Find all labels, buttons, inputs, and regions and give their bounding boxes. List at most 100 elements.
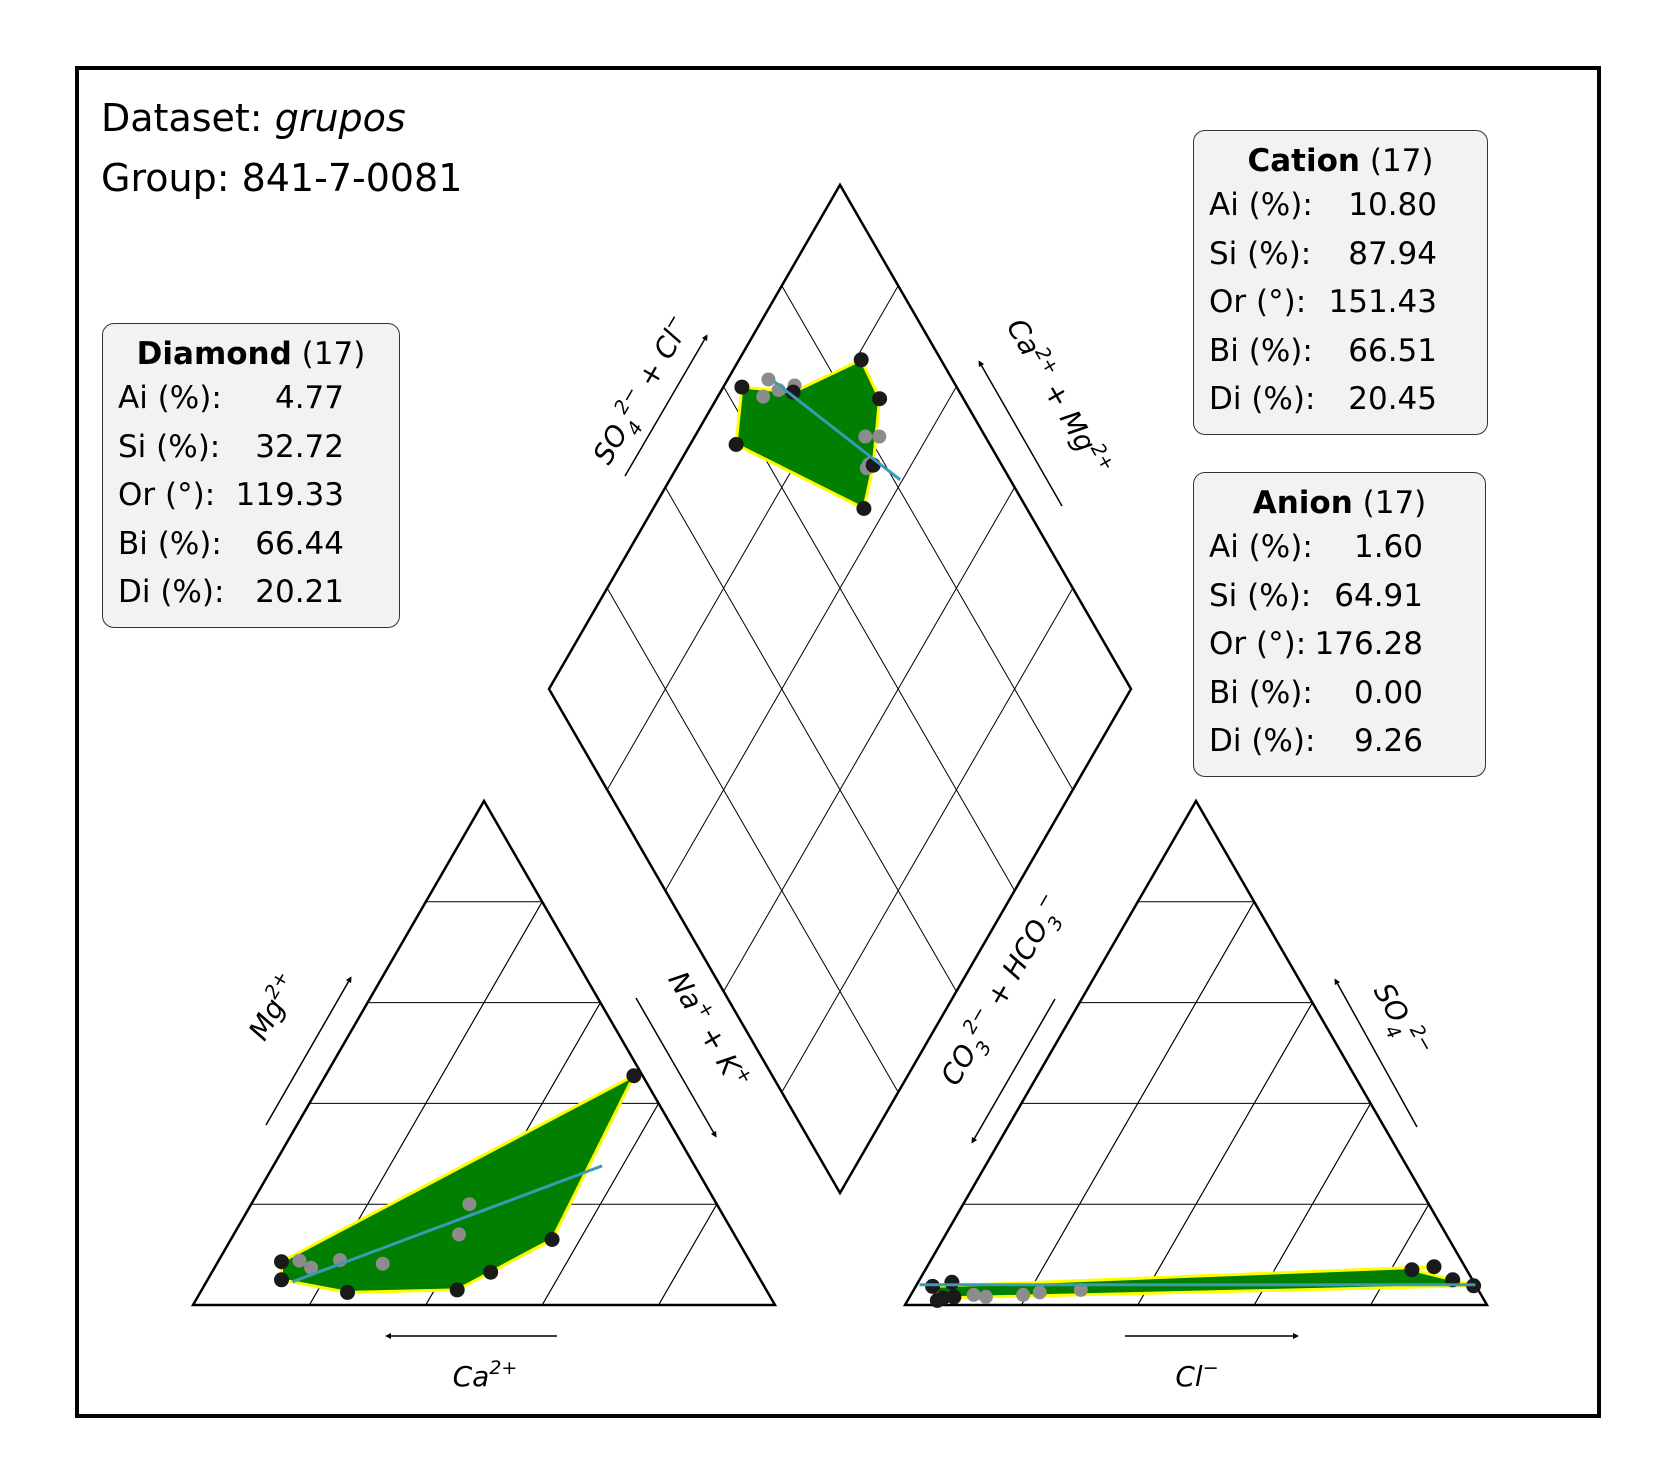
stat-row: Bi (%): 66.51 <box>1194 327 1487 376</box>
stat-row: Di (%): 9.26 <box>1194 717 1485 766</box>
axis-arrows <box>265 334 1418 1339</box>
stat-value: 4.77 <box>274 380 344 416</box>
stat-row: Or (°): 119.33 <box>103 471 399 520</box>
arrow-ca-mg <box>978 360 1063 507</box>
diamond-grid-line <box>781 587 1074 1093</box>
axis-label-anion-bottom: Cl− <box>1175 1357 1218 1393</box>
cation-interior-point <box>304 1260 319 1275</box>
diamond-stats-box: Diamond (17) Ai (%): 4.77 Si (%): 32.72 Or… <box>102 323 400 628</box>
stat-row: Or (°): 151.43 <box>1194 278 1487 327</box>
anion-grid-line <box>1020 901 1255 1306</box>
stat-value: 64.91 <box>1334 577 1423 614</box>
diamond-grid-line <box>781 285 1074 791</box>
anion-vertex-point <box>929 1293 945 1308</box>
diamond-vertex-point <box>856 501 872 516</box>
diamond-grid-line <box>723 386 1016 891</box>
arrow-so4 <box>1334 978 1418 1128</box>
diamond-outline <box>547 182 1133 1196</box>
anion-vertex-point <box>1426 1259 1442 1275</box>
cation-grid-line <box>658 1203 718 1306</box>
stat-value: 20.45 <box>1348 381 1437 417</box>
diamond-interior-point <box>761 372 776 387</box>
cation-triangle-outline <box>190 798 778 1307</box>
cation-interior-point <box>292 1253 307 1268</box>
stat-label: Or (°): <box>1209 626 1307 662</box>
axis-label-diamond-left: SO42− + Cl− <box>584 309 704 473</box>
axis-label-diamond-right: Ca2+ + Mg2+ <box>1000 311 1119 481</box>
dataset-title: Dataset: grupos <box>101 88 462 148</box>
axis-label-cation-right: Na+ + K+ <box>662 964 758 1094</box>
stat-value: 9.26 <box>1353 723 1423 759</box>
stat-label: Or (°): <box>118 477 216 513</box>
stat-value: 32.72 <box>255 428 344 465</box>
stat-row: Di (%): 20.21 <box>103 568 399 617</box>
diamond-trend-line <box>773 380 902 481</box>
stat-label: Si (%): <box>1209 235 1312 272</box>
stat-label: Si (%): <box>1209 577 1312 614</box>
arrow-mg <box>265 976 352 1126</box>
stat-value: 87.94 <box>1348 235 1437 272</box>
stat-label: Bi (%): <box>1209 674 1313 711</box>
stat-value: 151.43 <box>1328 284 1437 320</box>
diamond-stats-count: (17) <box>301 336 366 372</box>
dataset-label: Dataset: <box>101 96 275 140</box>
anion-grid-line <box>1253 1103 1372 1306</box>
axis-label-cation-left: Mg2+ <box>239 967 305 1046</box>
stat-row: Ai (%): 10.80 <box>1194 181 1487 230</box>
stat-row: Ai (%): 4.77 <box>103 374 399 423</box>
cation-trend-line <box>291 1164 603 1284</box>
diamond-grid-line <box>606 587 899 1093</box>
dataset-name: grupos <box>274 96 406 140</box>
stat-value: 176.28 <box>1314 626 1423 662</box>
cation-stats-box: Cation (17) Ai (%): 10.80 Si (%): 87.94 Or… <box>1193 130 1488 435</box>
stat-label: Ai (%): <box>118 380 222 416</box>
anion-hull <box>931 1265 1476 1300</box>
stat-label: Ai (%): <box>1209 529 1313 565</box>
cation-stats-title: Cation <box>1247 143 1360 179</box>
stat-row: Bi (%): 0.00 <box>1194 669 1485 718</box>
stat-value: 66.51 <box>1348 332 1437 369</box>
anion-vertex-point <box>944 1274 960 1290</box>
diamond-vertex-point <box>734 379 750 395</box>
stat-label: Di (%): <box>1209 723 1316 759</box>
stat-label: Bi (%): <box>1209 332 1313 369</box>
anion-stats-box: Anion (17) Ai (%): 1.60 Si (%): 64.91 Or (… <box>1193 472 1486 777</box>
stat-label: Or (°): <box>1209 284 1307 320</box>
diamond-interior-point <box>858 429 873 444</box>
axis-label-anion-right: SO42− <box>1360 976 1438 1067</box>
stat-row: Or (°): 176.28 <box>1194 620 1485 669</box>
stat-value: 1.60 <box>1353 529 1423 565</box>
stat-value: 10.80 <box>1348 187 1437 223</box>
arrow-co3-hco3 <box>971 998 1056 1144</box>
diamond-hull <box>734 358 882 510</box>
cation-vertex-point <box>274 1272 289 1288</box>
arrow-so4-cl <box>624 334 708 477</box>
plot-outlines <box>190 182 1490 1307</box>
diamond-grid-line <box>664 386 957 891</box>
stat-row: Si (%): 64.91 <box>1194 572 1485 621</box>
group-title: Group: 841-7-0081 <box>101 156 463 200</box>
axis-label-cation-bottom: Ca2+ <box>453 1357 518 1393</box>
cation-grid-line <box>541 1103 660 1306</box>
cation-vertex-point <box>483 1264 499 1280</box>
diamond-vertex-point <box>872 391 888 407</box>
cation-vertex-point <box>626 1068 642 1084</box>
anion-interior-point <box>1016 1287 1031 1302</box>
cation-stats-header: Cation (17) <box>1194 141 1487 181</box>
stat-value: 66.44 <box>255 525 344 562</box>
cation-vertex-point <box>544 1232 560 1247</box>
stat-label: Ai (%): <box>1209 187 1313 223</box>
stat-row: Si (%): 87.94 <box>1194 230 1487 279</box>
diamond-grid-line <box>664 487 957 992</box>
anion-vertex-point <box>925 1278 941 1294</box>
anion-stats-title: Anion <box>1252 485 1353 521</box>
cation-vertex-point <box>274 1254 289 1270</box>
diamond-interior-point <box>872 429 887 444</box>
stat-label: Bi (%): <box>118 525 222 562</box>
cation-interior-point <box>375 1256 390 1271</box>
cation-interior-point <box>462 1197 477 1212</box>
stat-label: Si (%): <box>118 428 221 465</box>
anion-grid-line <box>1370 1203 1430 1306</box>
figure-frame <box>75 66 1601 1418</box>
